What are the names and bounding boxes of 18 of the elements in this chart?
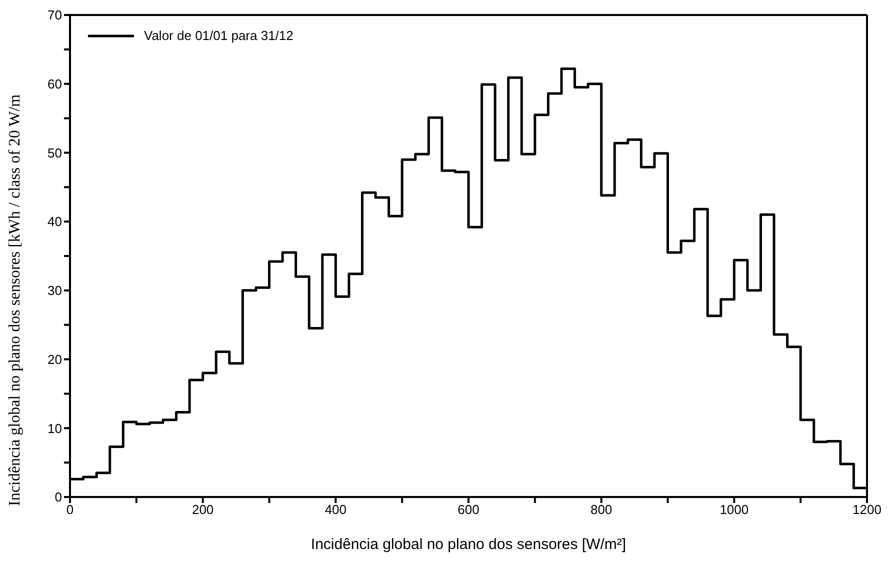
- x-axis-title: Incidência global no plano dos sensores [W/m²]: [310, 536, 626, 553]
- y-axis-title: Incidência global no plano dos sensores [kWh / class of 20 W/m: [6, 94, 24, 506]
- y-tick-label: 60: [48, 76, 62, 92]
- x-tick-label: 200: [192, 502, 214, 518]
- x-tick-label: 1000: [720, 502, 749, 518]
- x-tick-label: 0: [66, 502, 74, 518]
- y-tick-label: 40: [48, 214, 62, 230]
- x-tick-label: 800: [590, 502, 612, 518]
- y-tick-label: 70: [48, 8, 62, 23]
- y-tick-label: 10: [48, 420, 62, 436]
- y-tick-label: 20: [48, 352, 62, 367]
- x-tick-label: 1200: [852, 502, 882, 518]
- y-tick-label: 30: [48, 283, 62, 298]
- y-tick-label: 50: [48, 145, 62, 160]
- y-tick-label: 0: [54, 490, 62, 505]
- x-tick-label: 400: [324, 502, 347, 518]
- x-tick-label: 600: [458, 502, 480, 518]
- legend-label: Valor de 01/01 para 31/12: [144, 28, 294, 43]
